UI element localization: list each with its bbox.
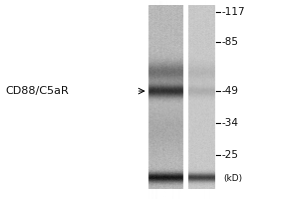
Text: -49: -49 <box>222 86 239 96</box>
Text: CD88/C5aR: CD88/C5aR <box>6 86 69 96</box>
Text: -34: -34 <box>222 118 239 128</box>
Text: -117: -117 <box>222 7 245 17</box>
Text: -85: -85 <box>222 37 239 47</box>
Text: -25: -25 <box>222 150 239 160</box>
Text: (kD): (kD) <box>224 174 243 183</box>
